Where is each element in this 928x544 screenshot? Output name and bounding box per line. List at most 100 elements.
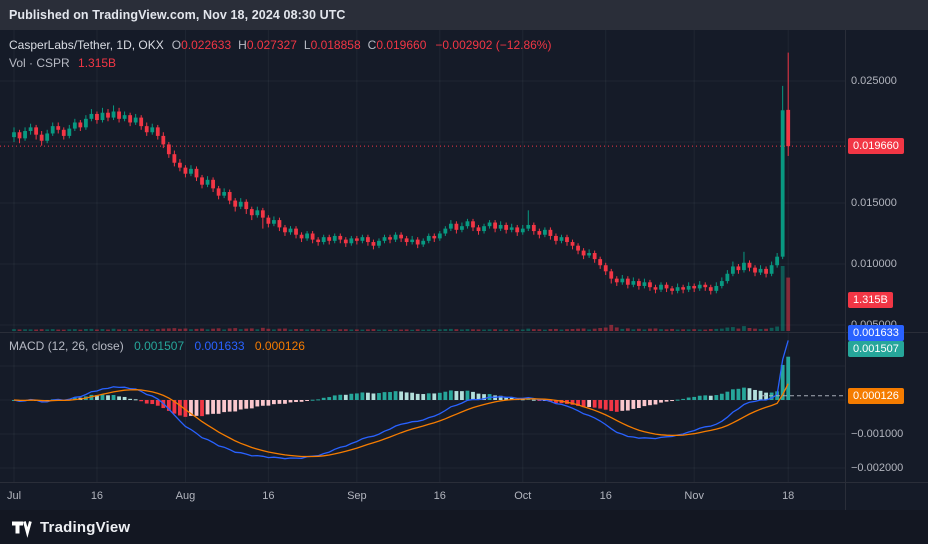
- macd-histogram-bar: [498, 395, 503, 400]
- low-value: 0.018858: [310, 38, 361, 52]
- candle-body: [487, 222, 492, 227]
- candle-body: [625, 278, 630, 285]
- macd-histogram-bar: [205, 400, 210, 415]
- macd-value-tag: 0.000126: [848, 387, 904, 404]
- volume-bar: [166, 328, 171, 331]
- macd-histogram-bar: [443, 391, 448, 400]
- volume-bar: [34, 329, 39, 331]
- candle-body: [56, 126, 61, 130]
- candle-body: [664, 284, 669, 289]
- volume-bar: [194, 328, 199, 331]
- volume-bar: [371, 329, 376, 331]
- macd-histogram-bar: [614, 400, 619, 412]
- volume-bar: [200, 328, 204, 331]
- time-axis-tick: 16: [599, 490, 612, 502]
- macd-histogram-bar: [183, 400, 188, 417]
- macd-histogram-bar: [349, 393, 354, 400]
- candle-body: [360, 237, 365, 241]
- candle-body: [12, 132, 16, 138]
- macd-histogram-bar: [625, 400, 630, 411]
- volume-bar: [443, 329, 448, 331]
- volume-bar: [471, 329, 475, 331]
- volume-bar: [736, 328, 741, 331]
- macd-value-tag: 0.001507: [848, 340, 904, 357]
- candle-body: [493, 222, 498, 229]
- macd-histogram-bar: [731, 389, 735, 400]
- candle-body: [72, 122, 77, 129]
- candle-body: [675, 287, 680, 291]
- candle-body: [349, 238, 354, 244]
- candle-body: [117, 111, 121, 119]
- volume-bar: [559, 329, 564, 331]
- price-scale[interactable]: 0.0250000.0150000.0100000.0050000.019660…: [846, 30, 928, 482]
- candle-body: [531, 224, 536, 232]
- macd-histogram-bar: [631, 400, 636, 409]
- macd-histogram-bar: [764, 392, 768, 400]
- candle-body: [415, 239, 420, 245]
- candle-body: [189, 168, 193, 174]
- macd-histogram-bar: [476, 393, 481, 400]
- volume-bar: [426, 329, 431, 331]
- volume-bar: [216, 328, 221, 331]
- macd-histogram-bar: [592, 400, 597, 408]
- macd-histogram-bar: [360, 392, 365, 400]
- macd-histogram-bar: [719, 393, 724, 400]
- candle-body: [471, 221, 475, 228]
- tradingview-logo-icon[interactable]: [11, 517, 32, 538]
- symbol-legend: CasperLabs/Tether, 1D, OKX O0.022633 H0.02…: [9, 38, 551, 52]
- volume-bar: [139, 329, 144, 331]
- candle-body: [249, 209, 254, 216]
- macd-histogram-bar: [233, 400, 238, 412]
- candle-body: [61, 129, 66, 136]
- macd-histogram-bar: [753, 389, 757, 400]
- high-value: 0.027327: [246, 38, 297, 52]
- macd-histogram-bar: [780, 364, 785, 400]
- macd-histogram-bar: [509, 397, 514, 400]
- macd-histogram-bar: [122, 396, 127, 400]
- candle-body: [283, 227, 287, 233]
- change-value: −0.002902 (−12.86%): [435, 38, 552, 52]
- macd-histogram-bar: [128, 398, 133, 400]
- volume-bar: [260, 327, 265, 331]
- candle-body: [708, 287, 713, 291]
- candle-body: [498, 224, 503, 229]
- macd-histogram-bar: [321, 397, 326, 400]
- volume-bar: [67, 329, 72, 331]
- candle-body: [39, 134, 44, 141]
- time-axis-tick: 18: [782, 490, 795, 502]
- volume-bar: [636, 328, 641, 331]
- volume-bar: [498, 329, 503, 331]
- macd-histogram-bar: [742, 387, 746, 400]
- macd-histogram-bar: [609, 400, 614, 412]
- candle-body: [515, 227, 520, 233]
- tradingview-wordmark[interactable]: TradingView: [40, 518, 131, 536]
- candle-body: [697, 284, 702, 289]
- candle-body: [731, 266, 735, 274]
- macd-histogram-bar: [642, 400, 647, 407]
- candle-body: [609, 271, 614, 279]
- candle-body: [377, 240, 381, 246]
- volume-bar: [277, 328, 282, 331]
- time-axis-tick: Sep: [347, 490, 367, 502]
- candle-body: [128, 115, 133, 123]
- macd-histogram-bar: [659, 400, 663, 403]
- macd-histogram-bar: [382, 392, 387, 400]
- price-macd-chart[interactable]: [0, 30, 846, 482]
- macd-histogram-bar: [371, 393, 376, 400]
- candle-body: [542, 229, 547, 235]
- macd-histogram-bar: [520, 399, 525, 401]
- volume-bar: [321, 329, 326, 331]
- price-axis-tick: 0.010000: [851, 258, 897, 270]
- macd-histogram-bar: [432, 393, 437, 400]
- volume-bar: [675, 329, 680, 331]
- pane-separator[interactable]: [0, 332, 928, 333]
- candle-body: [338, 235, 343, 240]
- volume-bar: [609, 324, 614, 331]
- volume-bar: [111, 328, 116, 331]
- time-scale[interactable]: Jul 16 Aug 16 Sep 16 Oct 16 Nov 18: [0, 483, 846, 510]
- macd-histogram-bar: [531, 399, 536, 401]
- macd-histogram-bar: [708, 395, 713, 400]
- candle-body: [172, 154, 177, 163]
- volume-bar: [161, 328, 166, 331]
- volume-bar: [106, 329, 110, 331]
